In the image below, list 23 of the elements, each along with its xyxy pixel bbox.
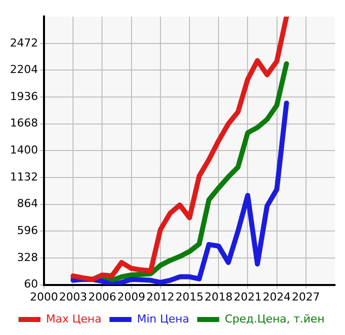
- y-tick-label: 60: [24, 278, 38, 291]
- x-tick-label: 2000: [30, 290, 58, 304]
- legend-label: Min Цена: [136, 312, 190, 326]
- y-tick-label: 1668: [10, 116, 38, 130]
- x-tick-label: 2003: [59, 290, 88, 304]
- y-tick-label: 2204: [10, 63, 38, 76]
- x-tick-label: 2018: [204, 290, 233, 304]
- x-tick-label: 2015: [175, 290, 204, 304]
- x-tick-label: 2009: [117, 290, 146, 304]
- x-tick-label: 2021: [234, 290, 262, 304]
- legend-label: Сред.Цена, т.йен: [224, 312, 325, 326]
- y-tick-label: 1936: [10, 90, 38, 103]
- x-tick-label: 2006: [88, 290, 116, 304]
- y-tick-label: 328: [16, 250, 38, 264]
- y-tick-label: 2472: [10, 36, 38, 50]
- y-tick-label: 1132: [10, 170, 38, 184]
- legend-label: Max Цена: [46, 312, 102, 326]
- x-tick-label: 2024: [262, 290, 291, 304]
- x-tick-label: 2012: [146, 290, 174, 304]
- y-tick-label: 596: [16, 224, 38, 238]
- y-tick-label: 864: [16, 197, 38, 210]
- x-tick-label: 2027: [292, 290, 320, 304]
- y-tick-label: 1400: [10, 144, 38, 157]
